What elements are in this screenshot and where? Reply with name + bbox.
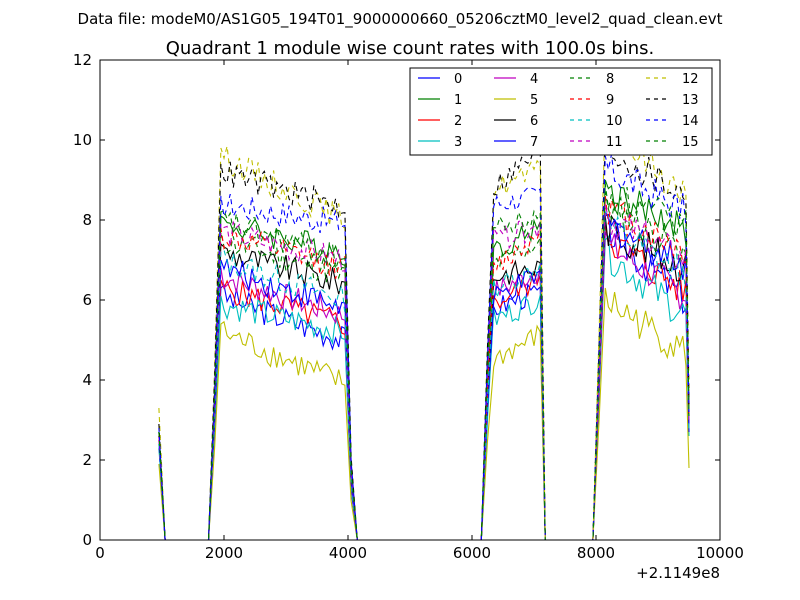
x-tick-label: 8000: [577, 544, 615, 562]
x-offset-label: +2.1149e8: [636, 564, 720, 582]
x-tick-label: 10000: [696, 544, 744, 562]
legend-label-9: 9: [606, 93, 614, 108]
y-tick-label: 2: [82, 451, 92, 469]
x-tick-label: 0: [95, 544, 105, 562]
legend-label-6: 6: [530, 114, 538, 129]
legend-label-7: 7: [530, 135, 538, 150]
series-line-10: [158, 210, 690, 540]
legend-label-5: 5: [530, 93, 538, 108]
series-line-15: [158, 183, 690, 540]
legend-label-12: 12: [682, 72, 699, 87]
y-tick-label: 12: [73, 51, 92, 69]
legend-label-11: 11: [606, 135, 623, 150]
legend-box: [409, 67, 713, 156]
series-line-9: [158, 195, 690, 540]
legend-label-2: 2: [454, 114, 462, 129]
y-tick-label: 4: [82, 371, 92, 389]
y-tick-label: 10: [73, 131, 92, 149]
legend-label-4: 4: [530, 72, 538, 87]
legend-label-0: 0: [454, 72, 462, 87]
legend-label-14: 14: [682, 114, 699, 129]
legend-label-10: 10: [606, 114, 623, 129]
series-layer: [158, 111, 690, 540]
series-line-14: [158, 154, 690, 540]
x-tick-label: 4000: [329, 544, 367, 562]
y-tick-label: 8: [82, 211, 92, 229]
series-line-5: [158, 287, 690, 540]
legend-label-13: 13: [682, 93, 699, 108]
x-tick-label: 6000: [453, 544, 491, 562]
legend-label-1: 1: [454, 93, 462, 108]
chart-title: Quadrant 1 module wise count rates with …: [166, 38, 655, 59]
legend-label-3: 3: [454, 135, 462, 150]
x-tick-label: 2000: [205, 544, 243, 562]
legend-label-8: 8: [606, 72, 614, 87]
chart-suptitle: Data file: modeM0/AS1G05_194T01_90000006…: [78, 10, 723, 29]
y-tick-label: 0: [82, 531, 92, 549]
legend-label-15: 15: [682, 135, 699, 150]
y-tick-label: 6: [82, 291, 92, 309]
